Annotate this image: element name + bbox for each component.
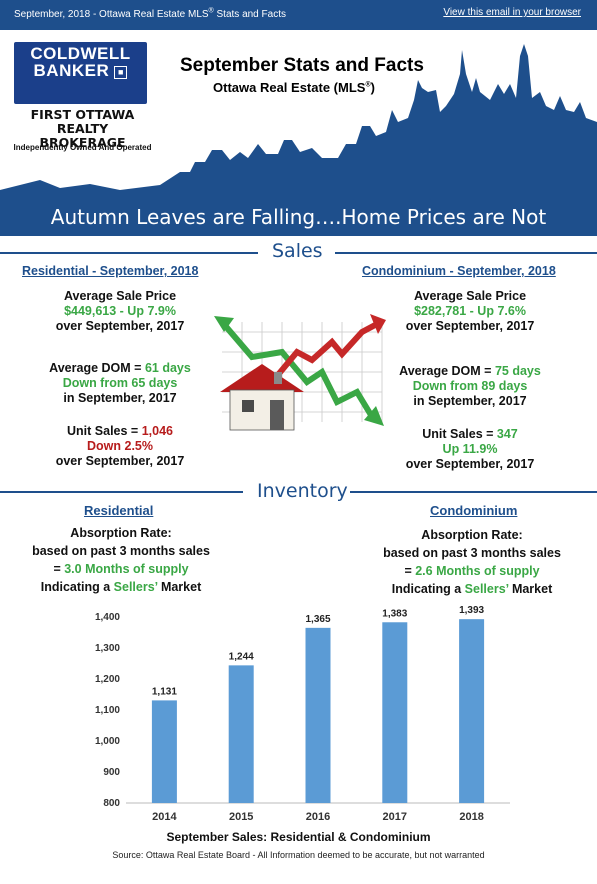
condominium-avg-price-block: Average Sale Price $282,781 - Up 7.6% ov… — [405, 289, 535, 333]
banner-headline: Autumn Leaves are Falling….Home Prices a… — [50, 205, 547, 229]
sales-divider-right — [335, 252, 597, 254]
bar-2014 — [151, 700, 177, 803]
bar-value-label: 1,244 — [229, 651, 254, 662]
y-tick-label: 1,000 — [95, 736, 120, 747]
residential-inventory-heading: Residential — [84, 503, 154, 518]
residential-dom-block: Average DOM = 61 days Down from 65 days … — [49, 361, 191, 405]
brokerage-name: FIRST OTTAWA REALTY BROKERAGE — [30, 107, 135, 150]
condominium-absorption-block: Absorption Rate: based on past 3 months … — [383, 528, 561, 596]
residential-absorption-block: Absorption Rate: based on past 3 months … — [32, 526, 210, 594]
condominium-units-block: Unit Sales = 347 Up 11.9% over September… — [405, 427, 535, 471]
condominium-sales-heading: Condominium - September, 2018 — [362, 264, 556, 278]
bar-value-label: 1,365 — [305, 614, 330, 625]
page-subtitle: Ottawa Real Estate (MLS®) — [213, 80, 375, 95]
x-tick-label: 2017 — [383, 811, 407, 823]
x-tick-label: 2014 — [152, 811, 177, 823]
source-note: Source: Ottawa Real Estate Board - All I… — [112, 850, 485, 860]
bar-2017 — [382, 622, 408, 803]
independent-tagline: Independently Owned And Operated — [13, 143, 152, 152]
residential-avg-price-block: Average Sale Price $449,613 - Up 7.9% ov… — [55, 289, 185, 333]
september-sales-bar-chart: 800 900 1,000 1,100 1,200 1,300 1,400 1,131 2014… — [95, 605, 510, 823]
condominium-dom-block: Average DOM = 75 days Down from 89 days … — [399, 364, 541, 408]
bar-2015 — [228, 665, 254, 803]
bar-value-label: 1,393 — [459, 605, 484, 616]
inventory-divider-left — [0, 491, 243, 493]
chart-title: September Sales: Residential & Condomini… — [166, 830, 431, 844]
condominium-inventory-heading: Condominium — [430, 503, 518, 518]
y-tick-label: 1,200 — [95, 674, 120, 685]
page-title: September Stats and Facts — [180, 55, 424, 76]
x-tick-label: 2018 — [459, 811, 483, 823]
residential-units-block: Unit Sales = 1,046 Down 2.5% over Septem… — [55, 424, 185, 468]
bar-2016 — [305, 627, 331, 803]
top-bar: September, 2018 - Ottawa Real Estate MLS… — [0, 0, 597, 30]
logo-text: COLDWELL BANKER ■ — [30, 44, 131, 80]
y-tick-label: 1,400 — [95, 612, 120, 623]
sales-divider-left — [0, 252, 258, 254]
inventory-divider-right — [350, 491, 597, 493]
ottawa-skyline-illustration — [0, 44, 597, 236]
x-tick-label: 2015 — [229, 811, 253, 823]
bar-value-label: 1,131 — [152, 686, 177, 697]
coldwell-banker-logo — [14, 42, 147, 104]
bar-value-label: 1,383 — [382, 608, 407, 619]
y-tick-label: 1,300 — [95, 643, 120, 654]
y-tick-label: 800 — [103, 798, 120, 809]
y-tick-label: 900 — [103, 767, 120, 778]
sales-section-label: Sales — [272, 240, 323, 262]
bar-2018 — [459, 619, 485, 803]
x-tick-label: 2016 — [306, 811, 330, 823]
inventory-section-label: Inventory — [257, 480, 348, 502]
house-market-graphic — [214, 314, 386, 431]
y-tick-label: 1,100 — [95, 705, 120, 716]
view-in-browser-link[interactable]: View this email in your browser — [443, 7, 581, 18]
residential-sales-heading: Residential - September, 2018 — [22, 264, 199, 278]
email-subject-line: September, 2018 - Ottawa Real Estate MLS… — [14, 7, 286, 20]
